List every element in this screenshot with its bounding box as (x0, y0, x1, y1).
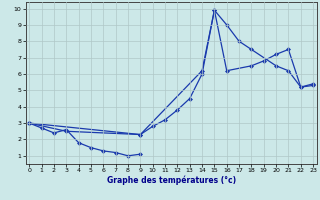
X-axis label: Graphe des températures (°c): Graphe des températures (°c) (107, 176, 236, 185)
